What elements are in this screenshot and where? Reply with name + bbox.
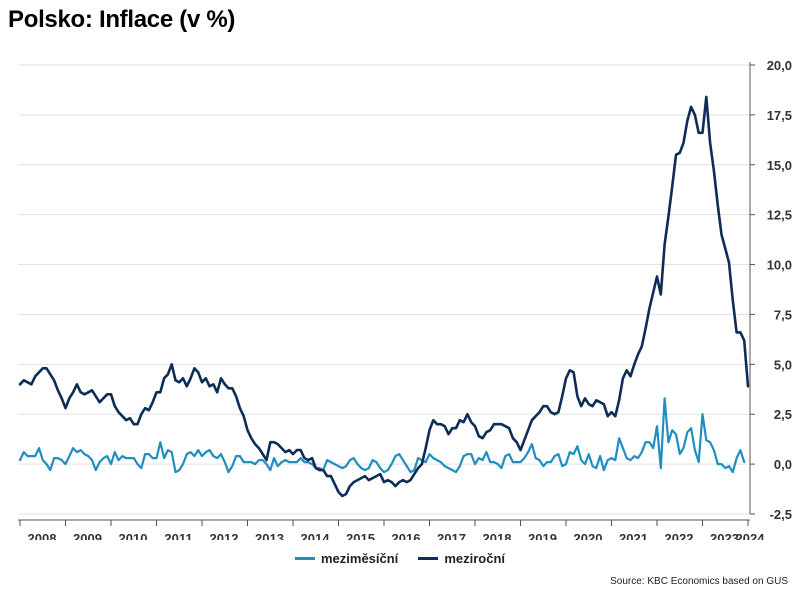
legend-label-yoy: meziroční (444, 551, 505, 566)
x-tick-label: 2024 (736, 531, 766, 540)
x-tick-label: 2020 (574, 531, 603, 540)
x-tick-label: 2016 (392, 531, 421, 540)
x-tick-label: 2012 (210, 531, 239, 540)
legend-swatch-mom (294, 557, 315, 560)
chart-title: Polsko: Inflace (v %) (8, 6, 236, 33)
series-line-mom (18, 397, 746, 474)
x-tick-label: 2018 (483, 531, 512, 540)
legend-item-yoy: meziroční (418, 551, 505, 566)
x-tick-label: 2017 (437, 531, 466, 540)
y-tick-label: 15,0 (767, 158, 792, 173)
source-note: Source: KBC Economics based on GUS (610, 576, 788, 587)
y-tick-label: 5,0 (774, 357, 792, 372)
x-tick-label: 2013 (255, 531, 284, 540)
y-tick-label: 12,5 (767, 208, 792, 223)
x-tick-label: 2010 (119, 531, 148, 540)
x-tick-label: 2015 (346, 531, 375, 540)
y-tick-label: -2,5 (770, 507, 792, 522)
legend: meziměsíční meziroční (0, 551, 800, 566)
chart-area: -2,5 0,0 2,5 5,0 7,5 10,0 12,5 15,0 17,5 20,0 200… (18, 58, 792, 540)
series-lines (18, 95, 750, 498)
legend-swatch-yoy (418, 557, 439, 560)
x-tick-label: 2009 (73, 531, 102, 540)
y-tick-label: 2,5 (774, 407, 792, 422)
legend-label-mom: meziměsíční (320, 551, 399, 566)
legend-item-mom: meziměsíční (294, 551, 399, 566)
x-tick-label: 2022 (665, 531, 694, 540)
x-tick-label: 2023 (710, 531, 739, 540)
x-axis: 2008 2009 2010 2011 2012 2013 2014 2015 2016 2017… (18, 519, 766, 540)
gridlines (18, 64, 750, 515)
x-tick-label: 2008 (28, 531, 57, 540)
y-axis: -2,5 0,0 2,5 5,0 7,5 10,0 12,5 15,0 17,5 20,0 (749, 58, 792, 522)
y-tick-label: 7,5 (774, 307, 792, 322)
y-tick-label: 17,5 (767, 108, 792, 123)
series-line-yoy (18, 95, 750, 498)
x-tick-label: 2011 (164, 531, 192, 540)
x-tick-label: 2014 (301, 531, 331, 540)
y-tick-label: 0,0 (774, 457, 792, 472)
x-tick-label: 2019 (528, 531, 557, 540)
y-tick-label: 10,0 (767, 258, 792, 273)
y-tick-label: 20,0 (767, 58, 792, 73)
x-tick-label: 2021 (619, 531, 648, 540)
